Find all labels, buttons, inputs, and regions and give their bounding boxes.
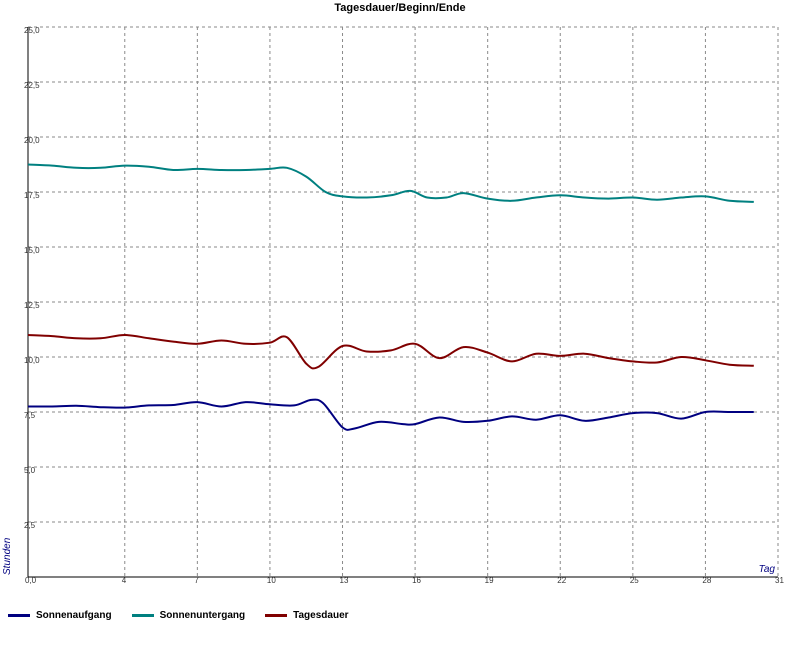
y-tick-label: 2,5 bbox=[24, 521, 36, 530]
y-tick-label: 17,5 bbox=[24, 191, 40, 200]
y-tick-label: 15,0 bbox=[24, 246, 40, 255]
y-tick-label: 25,0 bbox=[24, 26, 40, 35]
legend-swatch-tagesdauer bbox=[265, 614, 288, 617]
series-line-tagesdauer bbox=[27, 334, 754, 370]
legend-item-tagesdauer: Tagesdauer bbox=[265, 610, 349, 621]
x-tick-label: 25 bbox=[630, 576, 639, 585]
y-tick-label: 20,0 bbox=[24, 136, 40, 145]
x-tick-label: 10 bbox=[267, 576, 276, 585]
x-tick-label: 19 bbox=[485, 576, 494, 585]
legend-label-tagesdauer: Tagesdauer bbox=[293, 610, 349, 621]
y-tick-label: 10,0 bbox=[24, 356, 40, 365]
x-tick-label: 4 bbox=[122, 576, 127, 585]
x-tick-label: 22 bbox=[557, 576, 566, 585]
chart-svg: Tagesdauer/Beginn/Ende 2,5 5,0 7,5 10,0 12,5… bbox=[2, 2, 784, 585]
x-tick-label: 28 bbox=[702, 576, 711, 585]
series-line-sonnenuntergang bbox=[27, 163, 754, 203]
x-tick-label: 7 bbox=[194, 576, 199, 585]
grid bbox=[28, 26, 779, 577]
tick-labels: 2,5 5,0 7,5 10,0 12,5 15,0 17,5 20,0 22,5 25,0 0,0… bbox=[24, 26, 784, 585]
legend-label-sonnenaufgang: Sonnenaufgang bbox=[36, 610, 112, 621]
series-layer bbox=[27, 163, 754, 431]
y-axis-label: Stunden bbox=[2, 537, 13, 575]
y-tick-label: 7,5 bbox=[24, 411, 36, 420]
axes bbox=[27, 27, 778, 578]
legend-label-sonnenuntergang: Sonnenuntergang bbox=[159, 610, 246, 621]
x-tick-label: 13 bbox=[340, 576, 349, 585]
legend: Sonnenaufgang Sonnenuntergang Tagesdauer bbox=[8, 610, 349, 621]
x-axis-label: Tag bbox=[759, 564, 776, 575]
x-tick-label: 0,0 bbox=[25, 576, 37, 585]
x-tick-label: 31 bbox=[775, 576, 784, 585]
series-line-sonnenaufgang bbox=[27, 398, 754, 431]
y-tick-label: 12,5 bbox=[24, 301, 40, 310]
y-tick-label: 5,0 bbox=[24, 466, 36, 475]
chart-title: Tagesdauer/Beginn/Ende bbox=[334, 2, 465, 14]
chart: Tagesdauer/Beginn/Ende 2,5 5,0 7,5 10,0 12,5… bbox=[2, 2, 784, 585]
legend-item-sonnenaufgang: Sonnenaufgang bbox=[8, 610, 112, 621]
y-tick-label: 22,5 bbox=[24, 81, 40, 90]
legend-item-sonnenuntergang: Sonnenuntergang bbox=[131, 610, 246, 621]
legend-swatch-sonnenaufgang bbox=[8, 614, 30, 617]
x-tick-label: 16 bbox=[412, 576, 421, 585]
legend-swatch-sonnenuntergang bbox=[131, 614, 154, 617]
